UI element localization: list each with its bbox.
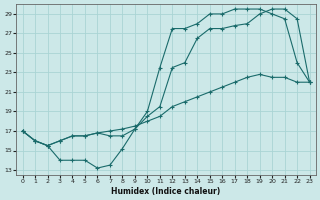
X-axis label: Humidex (Indice chaleur): Humidex (Indice chaleur) bbox=[111, 187, 221, 196]
